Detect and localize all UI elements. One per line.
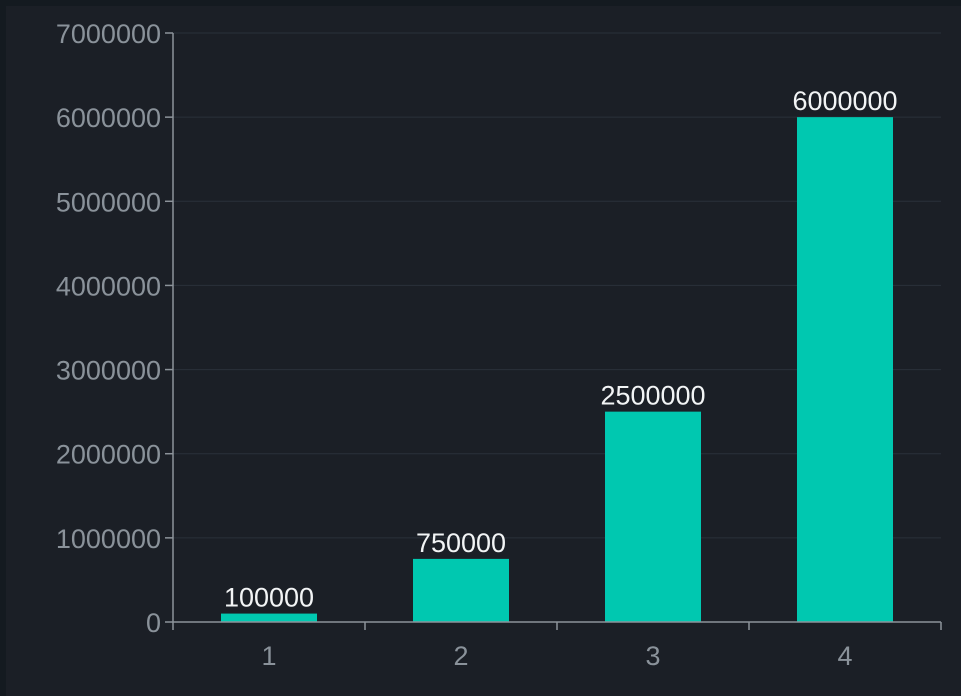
bar-value-label: 750000 <box>416 528 506 558</box>
y-tick-label: 6000000 <box>56 103 161 133</box>
bars <box>221 117 893 623</box>
bar-value-label: 2500000 <box>600 381 705 411</box>
bar[interactable] <box>413 558 509 622</box>
bar-value-label: 100000 <box>224 583 314 613</box>
bar[interactable] <box>605 411 701 622</box>
y-tick-label: 0 <box>146 608 161 638</box>
x-tick-label: 1 <box>261 641 276 671</box>
bar-value-label: 6000000 <box>792 86 897 116</box>
labels: 0 1000000 2000000 3000000 4000000 5000000 6000… <box>56 19 898 671</box>
x-tick-label: 2 <box>453 641 468 671</box>
y-tick-label: 2000000 <box>56 440 161 470</box>
y-tick-label: 7000000 <box>56 19 161 49</box>
y-tick-label: 5000000 <box>56 187 161 217</box>
bar[interactable] <box>797 117 893 623</box>
y-tick-label: 1000000 <box>56 524 161 554</box>
axes <box>165 32 942 630</box>
y-tick-label: 4000000 <box>56 271 161 301</box>
x-tick-label: 3 <box>645 641 660 671</box>
y-tick-label: 3000000 <box>56 356 161 386</box>
bar[interactable] <box>221 613 317 622</box>
x-tick-label: 4 <box>837 641 852 671</box>
